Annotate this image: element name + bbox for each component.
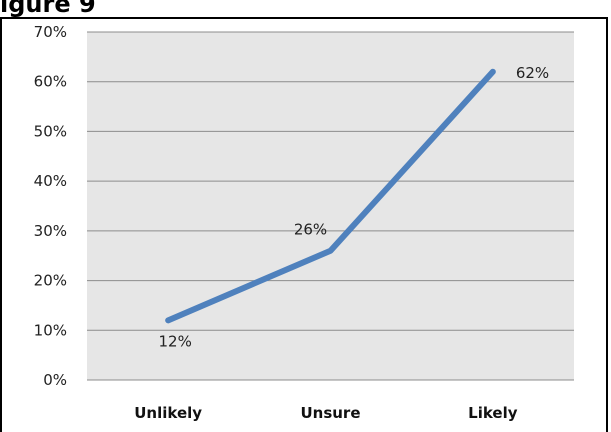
y-tick-label: 60% (34, 73, 67, 91)
y-tick-label: 20% (34, 272, 67, 290)
gridlines (87, 31, 574, 331)
data-labels: 12% 26% 62% (158, 64, 549, 351)
y-tick-label: 10% (34, 321, 67, 339)
y-tick-label: 50% (34, 122, 67, 140)
data-label: 26% (294, 221, 327, 239)
y-axis: 0% 10% 20% 30% 40% 50% 60% 70% (34, 23, 67, 389)
y-tick-label: 70% (34, 23, 67, 41)
y-tick-label: 30% (34, 222, 67, 240)
data-label: 62% (516, 64, 549, 82)
plot-background (87, 32, 574, 380)
series (165, 68, 496, 324)
plot-area (87, 31, 574, 381)
x-category-label: Unlikely (134, 404, 202, 422)
x-axis: Unlikely Unsure Likely (134, 404, 517, 422)
x-category-label: Likely (468, 404, 518, 422)
x-category-label: Unsure (300, 404, 360, 422)
y-tick-label: 0% (43, 371, 67, 389)
page-top-text-fragment: igure 9 (0, 0, 96, 18)
y-tick-label: 40% (34, 172, 67, 190)
data-label: 12% (158, 332, 191, 350)
